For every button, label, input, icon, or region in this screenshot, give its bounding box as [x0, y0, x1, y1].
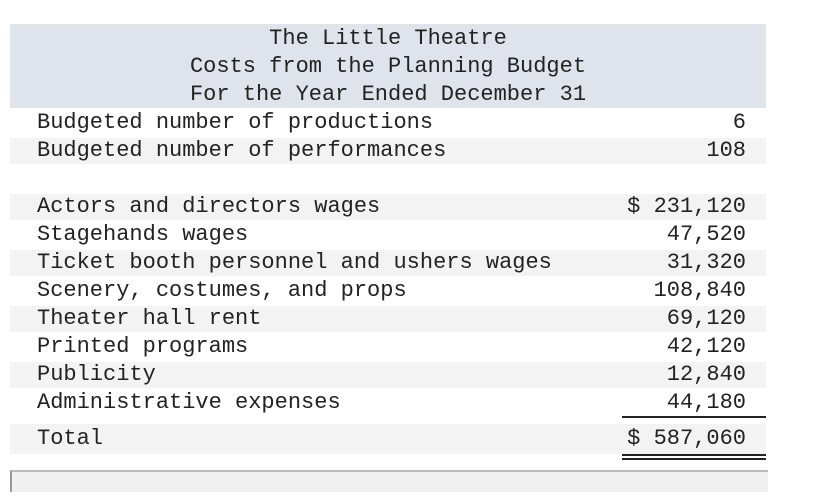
total-label: Total	[37, 426, 104, 451]
row-label: Printed programs	[37, 334, 249, 359]
row-value: 6	[732, 110, 746, 135]
title: The Little Theatre	[269, 26, 507, 51]
row-label: Ticket booth personnel and ushers wages	[37, 250, 552, 275]
row: Publicity 12,840	[10, 362, 766, 388]
row-value: 42,120	[666, 334, 746, 359]
row-value: $ 231,120	[627, 194, 746, 219]
row-value: 31,320	[666, 250, 746, 275]
row: Theater hall rent 69,120	[10, 306, 766, 332]
row-label: Budgeted number of performances	[37, 138, 447, 163]
row: Scenery, costumes, and props 108,840	[10, 278, 766, 304]
row: Budgeted number of performances 108	[10, 138, 766, 164]
row-label: Actors and directors wages	[37, 194, 381, 219]
row-label: Budgeted number of productions	[37, 110, 434, 135]
double-rule	[622, 454, 766, 456]
row-value: 108,840	[653, 278, 746, 303]
row: Actors and directors wages $ 231,120	[10, 194, 766, 220]
row: Administrative expenses 44,180	[10, 390, 766, 416]
subtitle: Costs from the Planning Budget	[189, 54, 587, 79]
double-rule	[622, 458, 766, 460]
row-label: Theater hall rent	[37, 306, 262, 331]
row: Ticket booth personnel and ushers wages 3…	[10, 250, 766, 276]
row-label: Scenery, costumes, and props	[37, 278, 407, 303]
period: For the Year Ended December 31	[189, 82, 587, 107]
total-row: Total $ 587,060	[10, 424, 766, 454]
row-label: Administrative expenses	[37, 390, 341, 415]
row-label: Stagehands wages	[37, 222, 249, 247]
row: Budgeted number of productions 6	[10, 110, 766, 136]
subtotal-rule	[622, 416, 766, 418]
row-value: 47,520	[666, 222, 746, 247]
next-panel	[10, 470, 768, 492]
row-value: 108	[706, 138, 746, 163]
row-value: 12,840	[666, 362, 746, 387]
total-value: $ 587,060	[627, 426, 746, 451]
row: Printed programs 42,120	[10, 334, 766, 360]
header-band	[10, 24, 766, 108]
row-label: Publicity	[37, 362, 156, 387]
row: Stagehands wages 47,520	[10, 222, 766, 248]
row-value: 69,120	[666, 306, 746, 331]
row-value: 44,180	[666, 390, 746, 415]
